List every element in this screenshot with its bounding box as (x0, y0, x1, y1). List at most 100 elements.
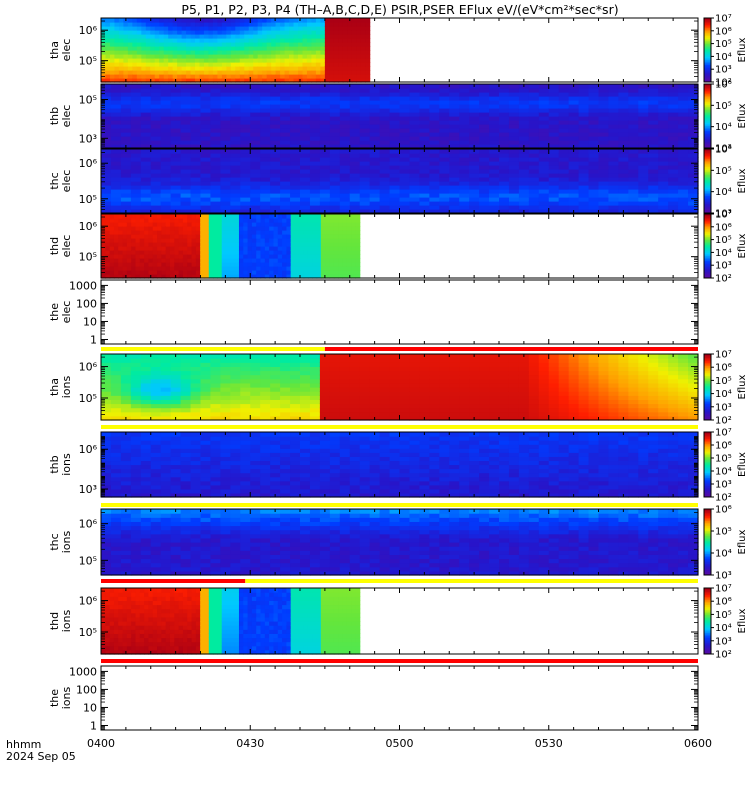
tha-elec-cell (159, 66, 165, 71)
tha-elec-cell (262, 66, 268, 71)
thb-elec-cell (379, 132, 391, 137)
thc-elec-cell (130, 197, 142, 202)
thb-elec-cell (578, 88, 590, 93)
tha-ions-cell (319, 358, 331, 363)
tha-ions-cell (339, 407, 351, 413)
tha-elec-cell (208, 78, 214, 83)
thd-elec-cell (122, 262, 128, 267)
thb-elec-cell (578, 112, 590, 117)
thb-elec-cell (678, 92, 689, 97)
thd-elec-cell (295, 254, 300, 259)
thc-elec-cell (608, 165, 619, 170)
thd-elec-cell (303, 238, 309, 243)
tha-elec-cell (257, 74, 263, 79)
tha-elec-cell (199, 26, 205, 31)
thd-elec-cell (226, 274, 231, 279)
thd-elec-cell (247, 242, 253, 247)
thb-elec-cell (300, 88, 311, 93)
thd-elec-cell (325, 266, 331, 271)
thc-elec-cell (150, 201, 162, 206)
tha-elec-cell (145, 66, 151, 71)
thd-elec-cell (338, 266, 344, 271)
thd-elec-cell (251, 214, 257, 219)
thc-elec-cell (469, 193, 480, 198)
thc-elec-cell (518, 153, 530, 158)
tha-elec-cell (154, 22, 160, 27)
thc-elec-cell (429, 197, 440, 202)
thc-elec-cell (101, 189, 112, 194)
thc-elec-cell (101, 177, 112, 182)
thb-elec-cell (558, 92, 570, 97)
thc-elec-cell (479, 185, 490, 190)
thb-elec-cell (389, 120, 401, 125)
thb-elec-colorbar-step (704, 96, 711, 99)
thd-elec-cell (238, 222, 244, 227)
thb-elec-cell (101, 108, 112, 113)
tha-ions-cell (200, 415, 212, 421)
tha-ions-cell (140, 399, 152, 405)
thc-elec-cell (260, 161, 271, 166)
thb-elec-cell (110, 108, 122, 113)
thd-elec-cell (208, 270, 214, 275)
tha-ions-cell (260, 407, 271, 413)
tha-elec-cell (293, 78, 299, 83)
thb-elec-colorbar-step (704, 114, 711, 117)
thb-elec-cell (528, 104, 540, 109)
thd-elec-cell (234, 250, 240, 255)
thc-elec-cell (618, 165, 629, 170)
tha-elec-cell (289, 58, 295, 63)
thc-elec-cell (349, 165, 361, 170)
tha-elec-cell (217, 34, 223, 39)
thb-elec-cell (558, 84, 570, 89)
thb-elec-cell (688, 92, 699, 97)
thd-elec-cell (355, 246, 361, 251)
thc-elec-cell (489, 165, 500, 170)
thb-elec-cell (439, 144, 450, 149)
thb-elec-cell (220, 100, 231, 105)
tha-ions-cell (329, 358, 341, 363)
thd-elec-cell (208, 234, 214, 239)
thb-elec-colorbar-tick-label: 10³ (715, 144, 732, 155)
thd-elec-cell (243, 270, 249, 275)
thc-elec-cell (528, 161, 540, 166)
thc-elec-cell (329, 189, 341, 194)
thd-elec-cell (342, 238, 348, 243)
tha-ions-cell (140, 370, 152, 376)
thc-elec-colorbar-step (704, 158, 711, 161)
thd-elec-colorbar-step (704, 276, 711, 279)
thd-elec-cell (178, 250, 184, 255)
thc-elec-cell (369, 165, 381, 170)
tha-ions-cell (200, 382, 212, 388)
thb-elec-cell (270, 132, 281, 137)
tha-ions-cell (210, 387, 221, 392)
tha-elec-cell (109, 18, 116, 23)
tha-elec-cell (280, 66, 286, 71)
thc-elec-cell (399, 209, 411, 214)
thc-elec-cell (140, 205, 152, 210)
thb-elec-cell (180, 144, 192, 149)
thd-elec-cell (118, 274, 124, 279)
thd-elec-cell (182, 214, 188, 219)
tha-elec-cell (275, 58, 281, 63)
tha-ions-cell (319, 399, 331, 405)
thd-elec-cell (290, 266, 296, 271)
thd-elec-cell (269, 222, 275, 227)
tha-elec-cell (217, 18, 223, 23)
tha-elec-cell (253, 58, 259, 63)
thc-elec-cell (409, 165, 420, 170)
tha-elec-cell (150, 78, 156, 83)
thb-elec-colorbar-step (704, 106, 711, 109)
thb-elec-cell (359, 104, 371, 109)
thb-elec-cell (668, 108, 679, 113)
thd-elec-cell (307, 218, 313, 223)
tha-elec-cell (226, 50, 232, 55)
thd-elec-cell (157, 246, 162, 251)
tha-elec-cell (365, 30, 371, 35)
tha-elec-cell (320, 22, 326, 27)
thc-elec-cell (588, 173, 600, 178)
tha-ions-cell (300, 362, 311, 367)
thb-elec-cell (648, 92, 659, 97)
tha-ions-cell (270, 399, 281, 405)
thb-elec-cell (120, 112, 132, 117)
tha-elec-cell (159, 54, 165, 59)
